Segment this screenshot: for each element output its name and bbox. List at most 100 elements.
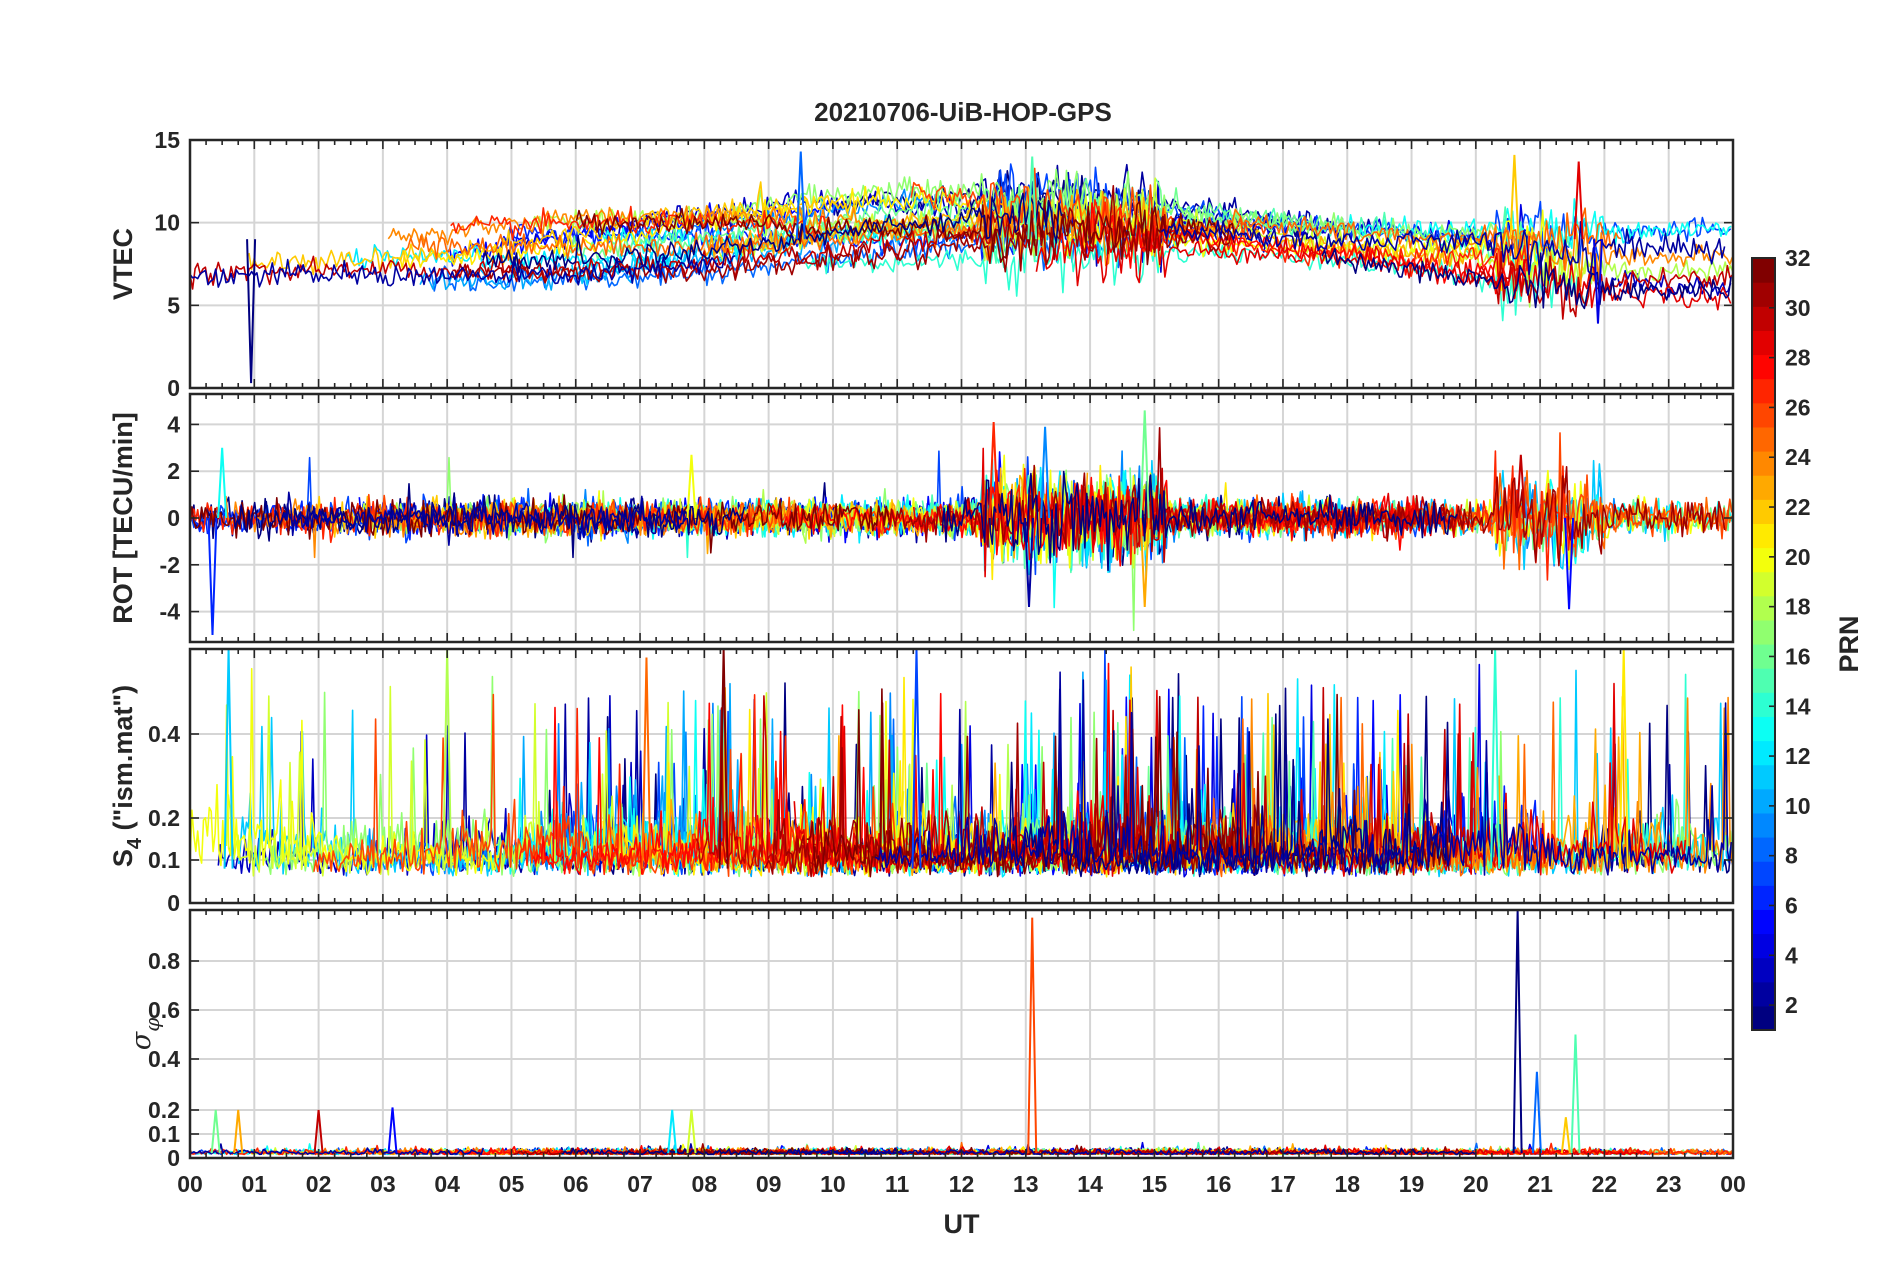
event-spike: [667, 1109, 678, 1154]
series-line-prn-26: [362, 493, 978, 540]
x-tick-label: 19: [1399, 1171, 1425, 1197]
x-tick-labels: 00 01 02 03 04 05 06 07 08 09 10 11 12 13 14 15 16 17 18 19…: [177, 1171, 1746, 1197]
panel-data: [190, 1141, 1733, 1156]
colorbar-swatch: [1752, 499, 1775, 524]
colorbar-swatch: [1752, 595, 1775, 621]
y-tick-label: 0: [167, 375, 180, 401]
colorbar-tick-label: 14: [1785, 693, 1811, 719]
colorbar-tick-label: 20: [1785, 544, 1811, 570]
event-spike: [387, 1107, 398, 1154]
x-tick-label: 03: [370, 1171, 396, 1197]
panel-ticks: [189, 910, 1734, 1159]
x-tick-label: 23: [1656, 1171, 1682, 1197]
series-line-prn-3: [1608, 269, 1732, 298]
x-tick-label: 01: [241, 1171, 267, 1197]
event-spike: [442, 649, 453, 869]
series-line-prn-32: [575, 198, 1236, 266]
colorbar-swatch: [1752, 788, 1775, 814]
x-tick-label: 09: [756, 1171, 782, 1197]
chart-title: 20210706-UiB-HOP-GPS: [814, 97, 1112, 127]
series-line-prn-1: [1008, 687, 1451, 878]
y-tick-label: 4: [167, 411, 180, 437]
y-tick-label: 2: [167, 458, 180, 484]
panel-3: 00.10.20.4S4 ("ism.mat"): [108, 647, 1735, 916]
colorbar-swatch: [1752, 1005, 1775, 1031]
series-line-prn-28: [533, 662, 1142, 877]
event-spike: [1027, 156, 1038, 240]
x-tick-label: 21: [1527, 1171, 1553, 1197]
colorbar-tick-label: 32: [1785, 245, 1811, 271]
x-tick-label: 15: [1142, 1171, 1168, 1197]
y-tick-label: 0.4: [148, 721, 180, 747]
x-tick-label: 00: [177, 1171, 203, 1197]
panel-events: [210, 910, 1581, 1154]
panel-2: -4 -2 0 2 4 ROT [TECU/min]: [108, 392, 1735, 644]
series-line-prn-24: [387, 191, 1218, 267]
x-tick-label: 13: [1013, 1171, 1039, 1197]
colorbar-swatch: [1752, 354, 1775, 380]
colorbar-swatch: [1752, 306, 1775, 331]
colorbar-swatch: [1752, 378, 1775, 404]
x-tick-label: 12: [949, 1171, 975, 1197]
y-tick-label: 5: [167, 292, 180, 318]
colorbar-swatch: [1752, 451, 1775, 476]
event-spike: [718, 649, 729, 869]
series-line-prn-1: [1321, 247, 1732, 310]
series-line-prn-2: [190, 252, 736, 288]
event-spike: [246, 239, 257, 384]
colorbar-swatch: [1752, 837, 1775, 862]
event-spike: [1618, 649, 1629, 869]
event-spike: [1531, 1071, 1542, 1154]
series-line-prn-22: [248, 181, 857, 276]
event-spike: [313, 1109, 324, 1154]
y-axis-label-main: S: [108, 849, 138, 867]
y-tick-label: 0.2: [148, 805, 180, 831]
colorbar-swatch: [1752, 402, 1775, 428]
colorbar-swatch: [1752, 475, 1775, 500]
y-axis-label: VTEC: [108, 228, 138, 300]
colorbar-swatch: [1752, 258, 1775, 283]
colorbar-swatch: [1752, 644, 1775, 669]
colorbar-tick-label: 22: [1785, 494, 1811, 520]
colorbar-swatch: [1752, 909, 1775, 935]
colorbar-swatch: [1752, 282, 1775, 307]
event-spike: [686, 454, 697, 519]
colorbar-tick-label: 30: [1785, 295, 1811, 321]
colorbar-swatch: [1752, 523, 1775, 549]
event-spike: [1139, 517, 1150, 607]
x-tick-label: 16: [1206, 1171, 1232, 1197]
series-line-prn-16: [565, 177, 1357, 262]
colorbar-tick-label: 4: [1785, 942, 1798, 968]
colorbar-swatch: [1752, 740, 1775, 766]
x-tick-label: 17: [1270, 1171, 1296, 1197]
series-line-prn-1: [1279, 1147, 1477, 1156]
colorbar-tick-label: 6: [1785, 892, 1798, 918]
event-spike: [1512, 910, 1523, 1154]
event-spike: [686, 1109, 697, 1154]
y-axis-label-sub: φ: [140, 1018, 164, 1032]
y-tick-label: 15: [154, 127, 180, 153]
event-spike: [911, 649, 922, 869]
event-spike: [641, 657, 652, 869]
panel-ticks: [189, 139, 1734, 389]
x-axis-label: UT: [944, 1209, 980, 1239]
series-line-prn-25: [404, 206, 998, 262]
series-line-prn-2: [874, 671, 1733, 876]
panel-4: 00.10.2 0.4 0.6 0.8 σφ: [126, 908, 1735, 1171]
colorbar-tick-label: 24: [1785, 444, 1811, 470]
series-line-prn-27: [518, 694, 843, 877]
y-tick-label: 0.4: [148, 1046, 180, 1072]
series-line-prn-2: [282, 491, 691, 546]
y-tick-label: 0.2: [148, 1097, 180, 1123]
event-spike: [217, 447, 228, 519]
series-line-prn-8: [428, 209, 1189, 292]
x-tick-label: 04: [434, 1171, 460, 1197]
series-line-prn-2: [190, 1143, 484, 1156]
event-spike: [1509, 154, 1520, 240]
x-tick-label: 22: [1592, 1171, 1618, 1197]
colorbar-tick-label: 26: [1785, 394, 1811, 420]
